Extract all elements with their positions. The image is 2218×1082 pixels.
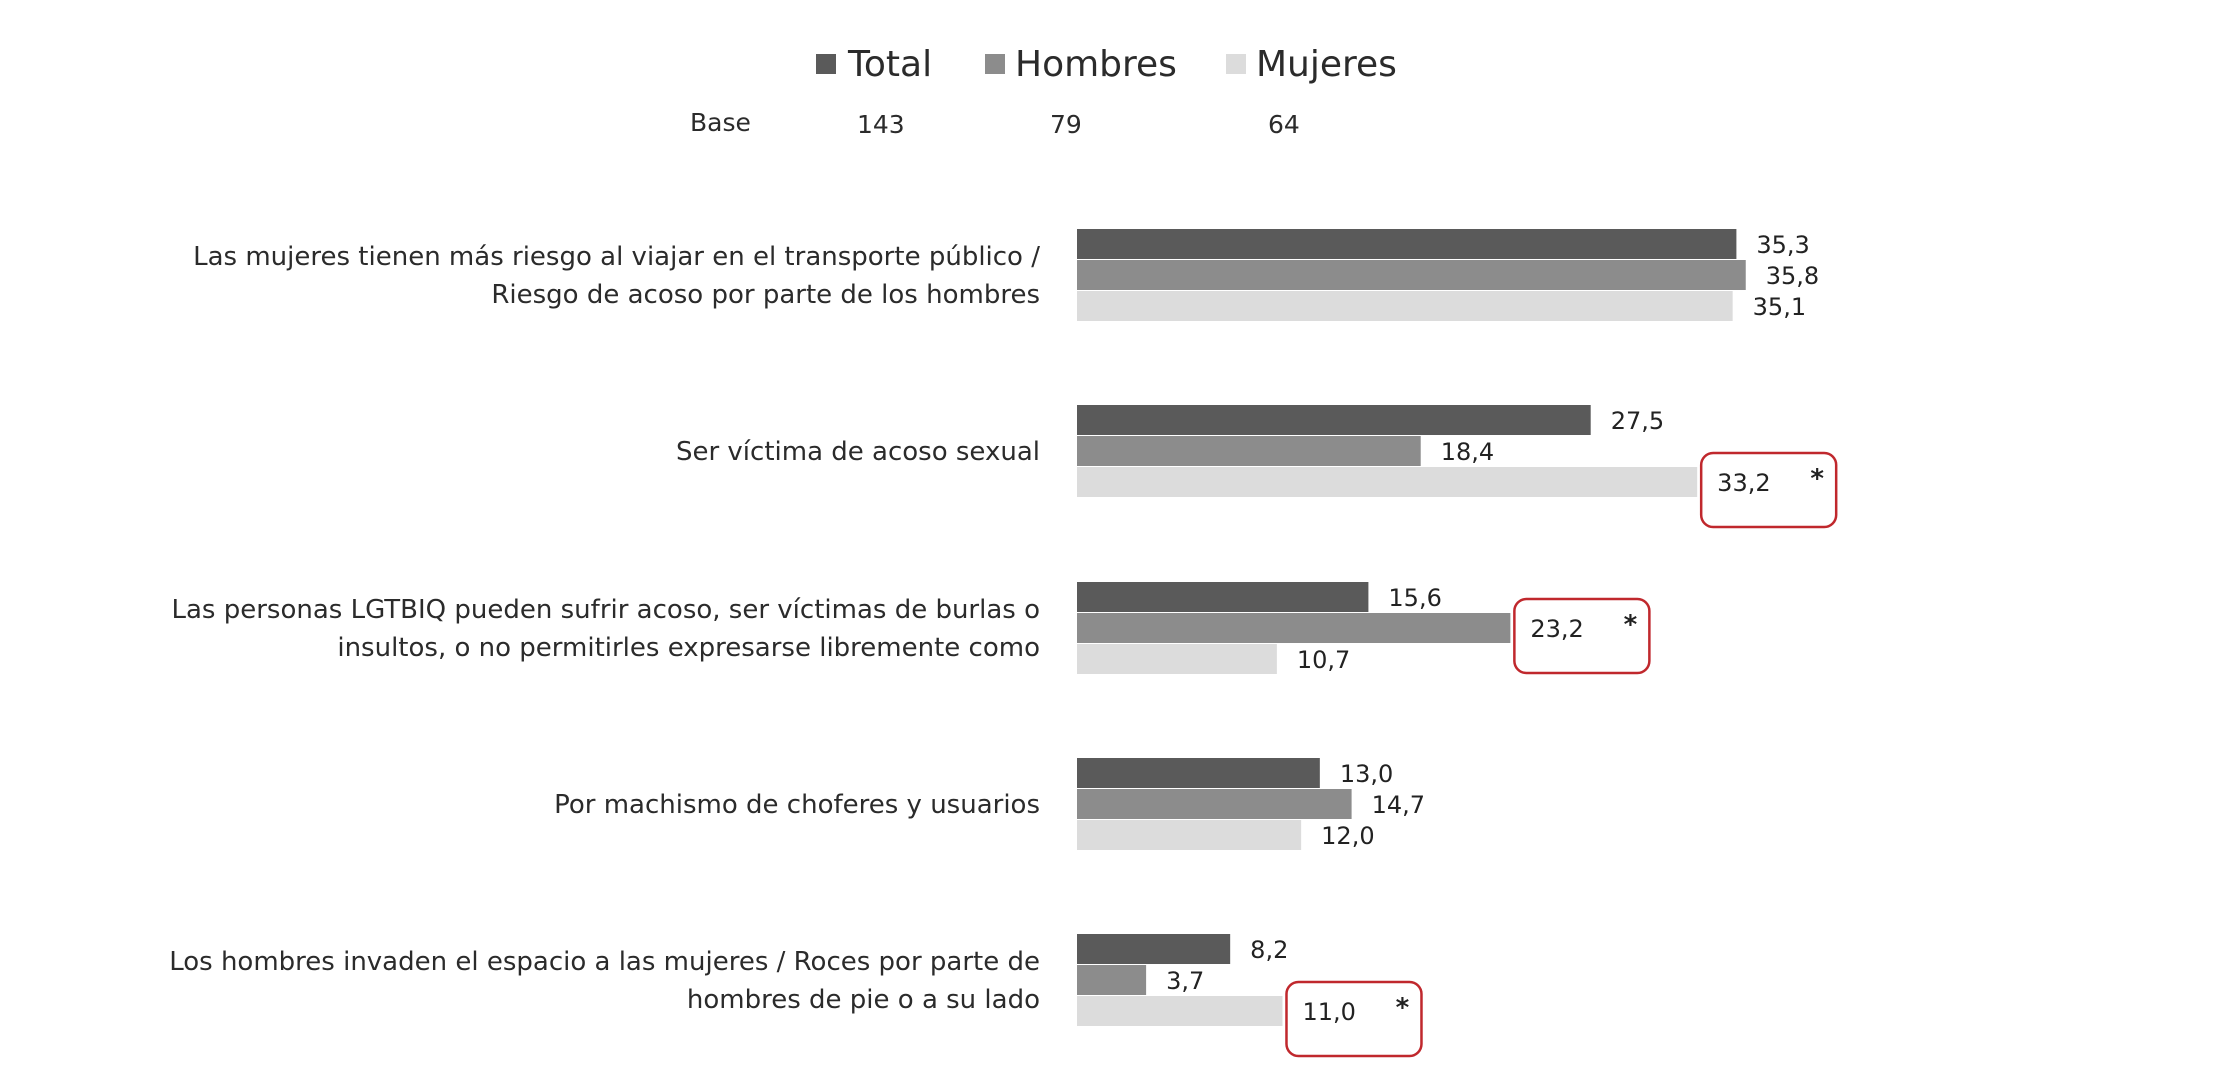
bar-total bbox=[1077, 758, 1320, 788]
significance-marker: * bbox=[1396, 993, 1410, 1023]
value-label-hombres: 23,2 bbox=[1530, 615, 1583, 643]
legend-swatch-mujeres bbox=[1226, 54, 1246, 74]
category-label: Ser víctima de acoso sexual bbox=[676, 437, 1040, 467]
base-row: Base 143 79 64 bbox=[690, 108, 1300, 139]
category-label: insultos, o no permitirles expresarse li… bbox=[337, 633, 1040, 663]
value-label-mujeres: 11,0 bbox=[1302, 998, 1355, 1026]
bar-mujeres bbox=[1077, 467, 1698, 497]
bar-hombres bbox=[1077, 260, 1746, 290]
legend-label-total: Total bbox=[847, 44, 932, 85]
value-label-hombres: 3,7 bbox=[1166, 967, 1204, 995]
bar-mujeres bbox=[1077, 291, 1733, 321]
bar-total bbox=[1077, 582, 1369, 612]
legend-swatch-total bbox=[816, 54, 836, 74]
bar-mujeres bbox=[1077, 996, 1283, 1026]
value-label-mujeres: 10,7 bbox=[1297, 646, 1350, 674]
bar-hombres bbox=[1077, 965, 1147, 995]
legend-swatch-hombres bbox=[985, 54, 1005, 74]
plot-area: Las mujeres tienen más riesgo al viajar … bbox=[169, 229, 1838, 1058]
category-label: Por machismo de choferes y usuarios bbox=[554, 790, 1040, 820]
value-label-total: 15,6 bbox=[1388, 584, 1441, 612]
bar-mujeres bbox=[1077, 820, 1302, 850]
bar-total bbox=[1077, 229, 1737, 259]
category-label: Las mujeres tienen más riesgo al viajar … bbox=[193, 242, 1040, 272]
base-value-total: 143 bbox=[857, 110, 905, 139]
base-label: Base bbox=[690, 108, 751, 137]
value-label-hombres: 18,4 bbox=[1441, 438, 1494, 466]
value-label-total: 27,5 bbox=[1611, 407, 1664, 435]
value-label-mujeres: 35,1 bbox=[1753, 293, 1806, 321]
legend: Total Hombres Mujeres bbox=[816, 44, 1397, 85]
category-label: Las personas LGTBIQ pueden sufrir acoso,… bbox=[172, 595, 1041, 625]
value-label-hombres: 14,7 bbox=[1372, 791, 1425, 819]
value-label-hombres: 35,8 bbox=[1766, 262, 1819, 290]
category-label: Riesgo de acoso por parte de los hombres bbox=[491, 280, 1040, 310]
bar-hombres bbox=[1077, 436, 1421, 466]
legend-label-hombres: Hombres bbox=[1015, 44, 1177, 85]
value-label-total: 8,2 bbox=[1250, 936, 1288, 964]
value-label-mujeres: 12,0 bbox=[1321, 822, 1374, 850]
significance-marker: * bbox=[1810, 464, 1824, 494]
bar-mujeres bbox=[1077, 644, 1277, 674]
bar-hombres bbox=[1077, 613, 1511, 643]
category-label: Los hombres invaden el espacio a las muj… bbox=[169, 947, 1040, 977]
bar-total bbox=[1077, 405, 1591, 435]
base-value-mujeres: 64 bbox=[1268, 110, 1300, 139]
value-label-total: 35,3 bbox=[1756, 231, 1809, 259]
bar-total bbox=[1077, 934, 1231, 964]
value-label-mujeres: 33,2 bbox=[1717, 469, 1770, 497]
category-label: hombres de pie o a su lado bbox=[687, 985, 1040, 1015]
legend-label-mujeres: Mujeres bbox=[1256, 44, 1397, 85]
significance-highlight-box bbox=[1699, 451, 1838, 529]
significance-highlight-box bbox=[1285, 980, 1423, 1058]
bar-hombres bbox=[1077, 789, 1352, 819]
significance-highlight-box bbox=[1513, 597, 1651, 675]
significance-marker: * bbox=[1624, 610, 1638, 640]
base-value-hombres: 79 bbox=[1050, 110, 1082, 139]
value-label-total: 13,0 bbox=[1340, 760, 1393, 788]
